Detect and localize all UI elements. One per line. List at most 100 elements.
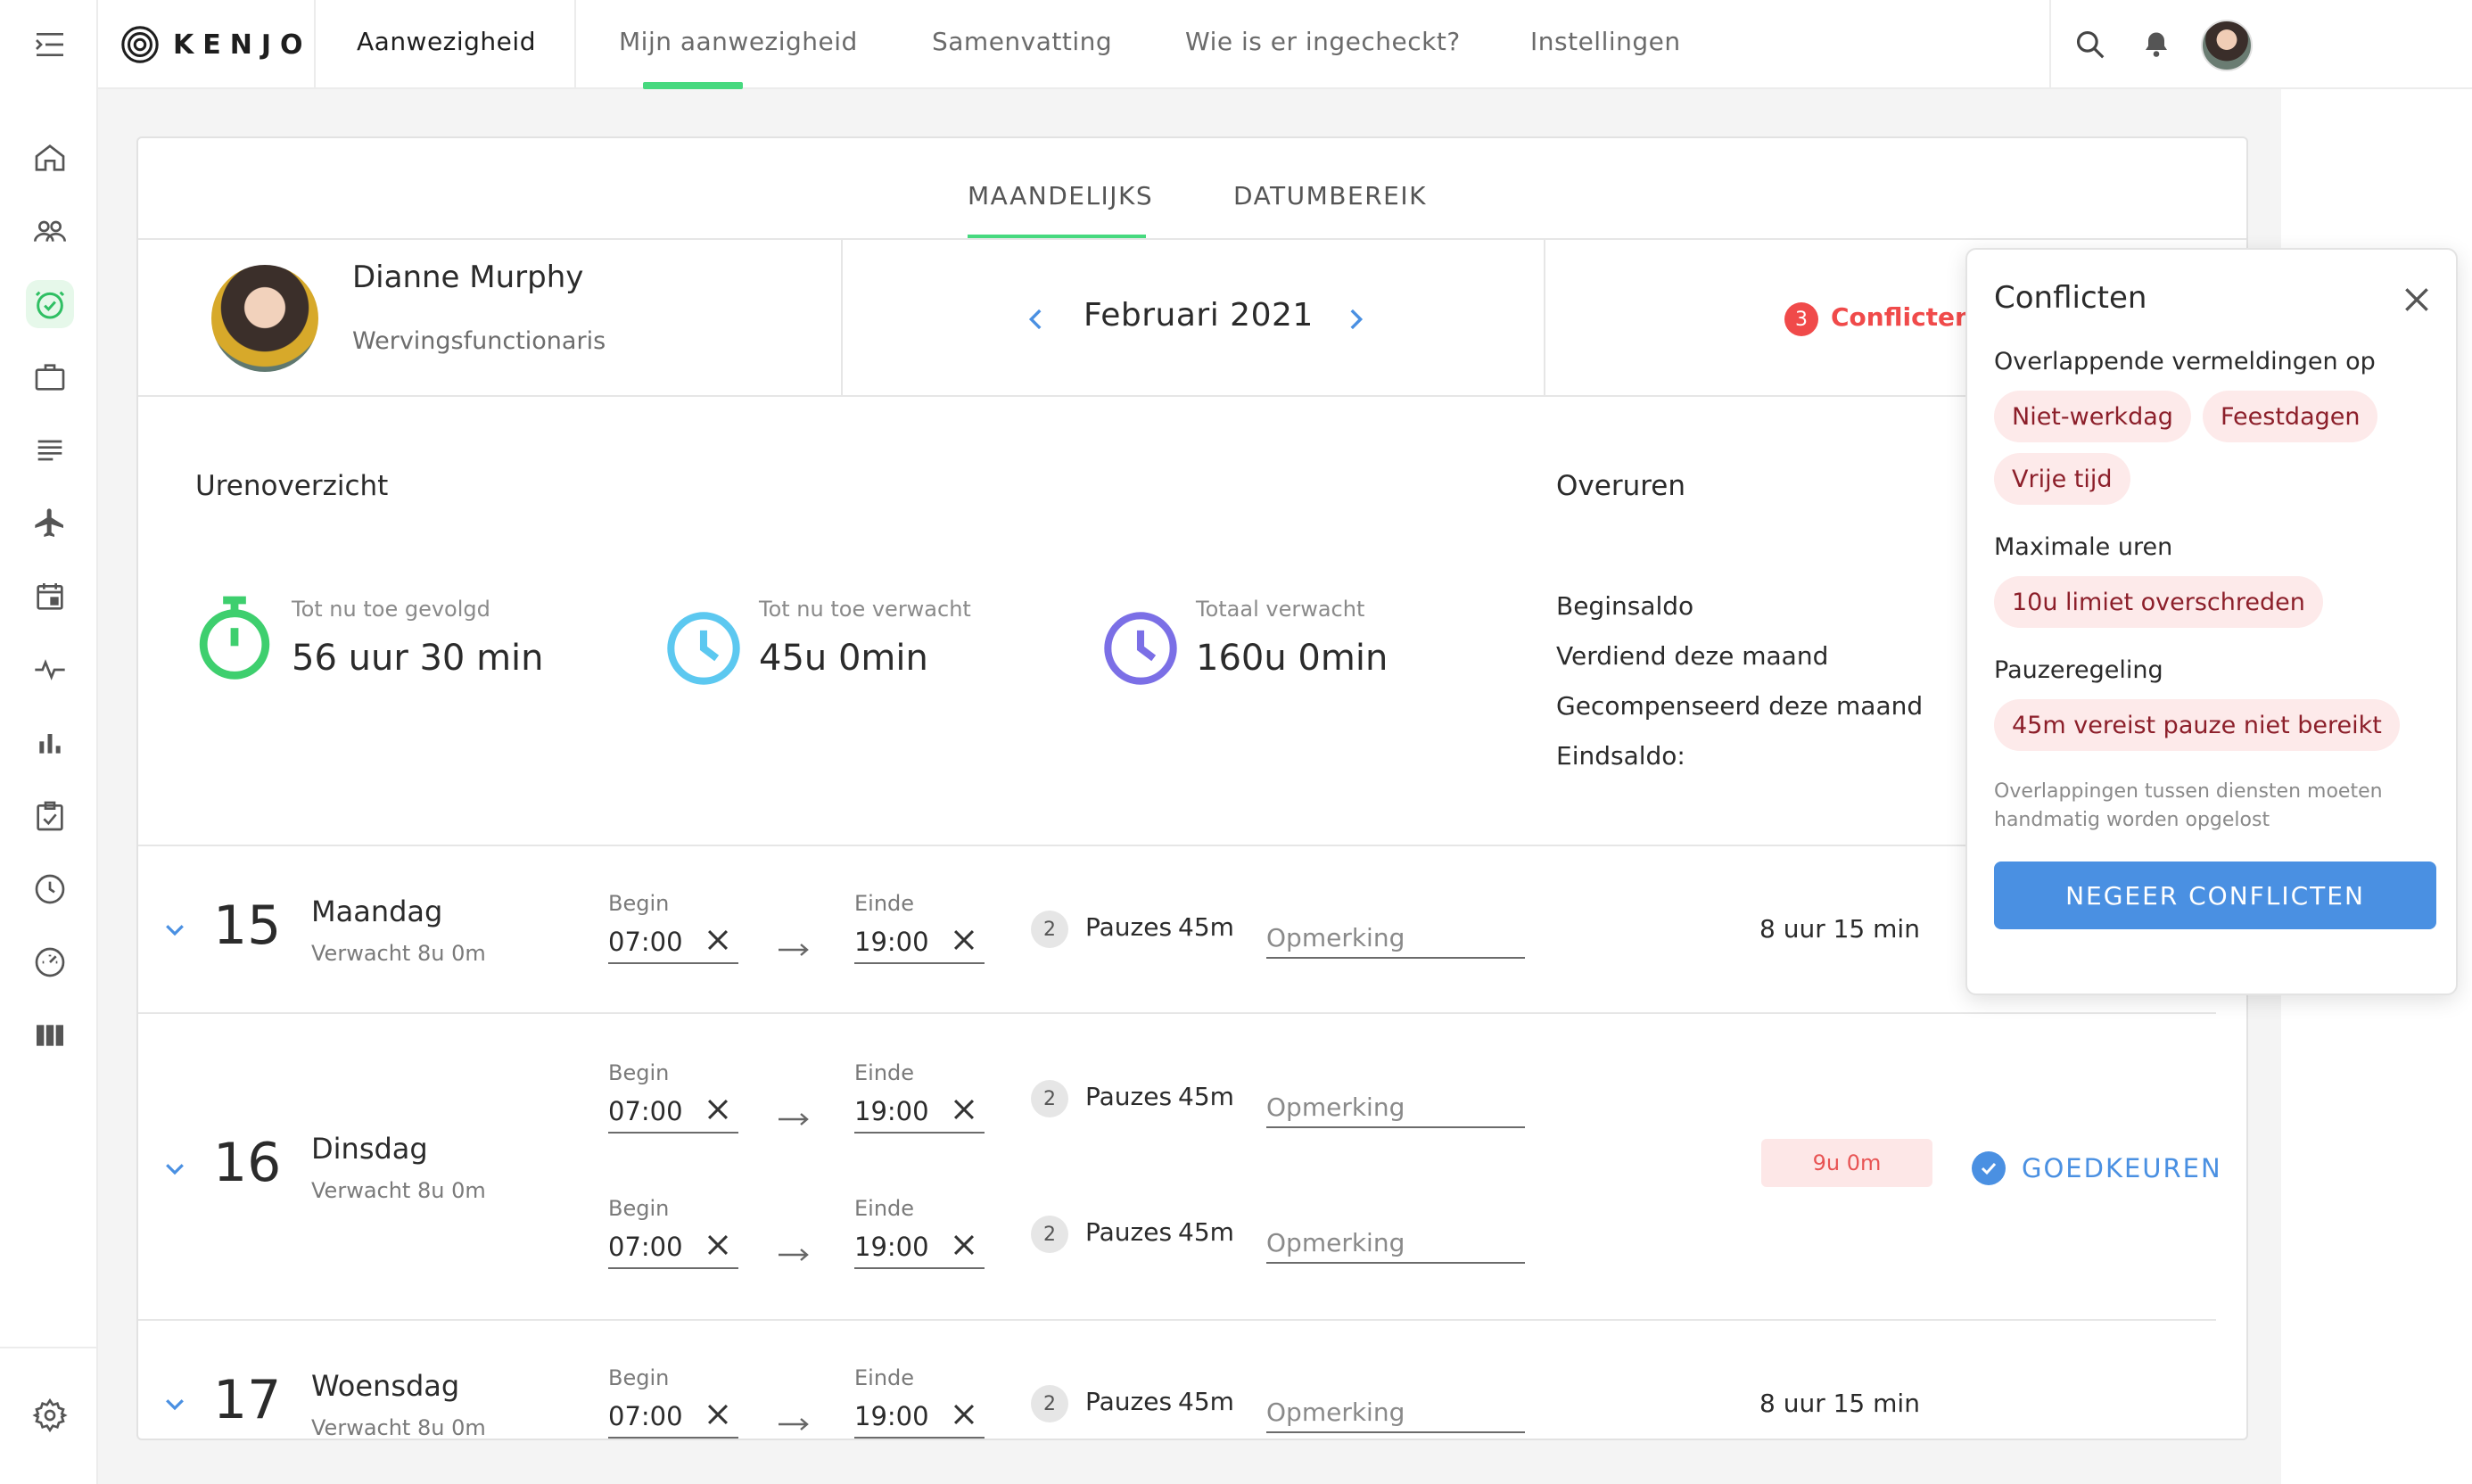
end-time-input[interactable]: 19:00 <box>854 1394 985 1439</box>
approve-label: GOEDKEUREN <box>2022 1153 2222 1183</box>
remark-input[interactable]: Opmerking <box>1266 1084 1525 1128</box>
pause-count[interactable]: 2 <box>1031 1216 1068 1253</box>
bar-chart-icon[interactable] <box>26 719 74 767</box>
end-time-value: 19:00 <box>854 927 929 957</box>
conflicts-popover: Conflicten Overlappende vermeldingen op … <box>1965 248 2458 995</box>
divider <box>138 1012 2216 1014</box>
end-time-value: 19:00 <box>854 1232 929 1262</box>
employee-name: Dianne Murphy <box>352 260 584 295</box>
begin-time-value: 07:00 <box>608 927 683 957</box>
tab-instellingen[interactable]: Instellingen <box>1530 27 1681 56</box>
clear-icon[interactable] <box>949 1094 979 1125</box>
pauses-time: 45m <box>1178 1217 1234 1247</box>
checklist-icon[interactable] <box>26 792 74 840</box>
briefcase-icon[interactable] <box>26 353 74 401</box>
overtime-item: Verdiend deze maand <box>1556 641 1829 671</box>
tab-datumbereik[interactable]: DATUMBEREIK <box>1233 181 1427 210</box>
chevron-down-icon[interactable] <box>161 916 188 943</box>
begin-time-input[interactable]: 07:00 <box>608 919 738 964</box>
divider <box>138 845 2246 846</box>
pauses-label[interactable]: Pauzes <box>1085 1217 1173 1247</box>
user-avatar[interactable] <box>2201 20 2253 71</box>
menu-toggle-icon[interactable] <box>32 27 68 62</box>
employee-role: Wervingsfunctionaris <box>352 327 606 355</box>
clear-icon[interactable] <box>703 1230 733 1260</box>
conflict-chip: Niet-werkdag <box>1994 391 2191 442</box>
search-icon[interactable] <box>2071 25 2110 64</box>
attendance-icon[interactable] <box>26 280 74 328</box>
clear-icon[interactable] <box>949 1230 979 1260</box>
kenjo-logo[interactable]: KENJO <box>119 23 312 66</box>
header-divider <box>314 0 316 89</box>
tab-maandelijks[interactable]: MAANDELIJKS <box>968 181 1154 210</box>
day-total: 8 uur 15 min <box>1759 914 1920 944</box>
end-time-value: 19:00 <box>854 1401 929 1431</box>
pauses-label[interactable]: Pauzes <box>1085 912 1173 942</box>
begin-time-input[interactable]: 07:00 <box>608 1224 738 1269</box>
pauses-label[interactable]: Pauzes <box>1085 1082 1173 1111</box>
tab-samenvatting[interactable]: Samenvatting <box>932 27 1113 56</box>
stat-label: Tot nu toe gevolgd <box>292 597 490 622</box>
sidebar <box>0 0 98 1484</box>
remark-input[interactable]: Opmerking <box>1266 914 1525 959</box>
arrow-right-icon <box>779 1418 809 1430</box>
pulse-icon[interactable] <box>26 646 74 694</box>
close-icon[interactable] <box>2399 282 2435 317</box>
conflict-group-heading: Overlappende vermeldingen op <box>1994 348 2376 375</box>
arrow-right-icon <box>779 1113 809 1125</box>
chevron-down-icon[interactable] <box>161 1155 188 1182</box>
plane-icon[interactable] <box>26 499 74 548</box>
bell-icon[interactable] <box>2137 25 2176 64</box>
chevron-right-icon[interactable] <box>1340 304 1371 334</box>
document-icon[interactable] <box>26 426 74 474</box>
clear-icon[interactable] <box>949 1399 979 1430</box>
clock-icon <box>1104 612 1177 685</box>
end-time-input[interactable]: 19:00 <box>854 1224 985 1269</box>
begin-time-input[interactable]: 07:00 <box>608 1089 738 1134</box>
tab-wie-is-er-ingecheckt[interactable]: Wie is er ingecheckt? <box>1185 27 1461 56</box>
stat-value: 160u 0min <box>1196 638 1388 679</box>
clear-icon[interactable] <box>703 1399 733 1430</box>
conflict-count-badge[interactable]: 3 <box>1784 302 1818 336</box>
conflicts-link[interactable]: Conflicten <box>1831 302 1973 332</box>
calendar-icon[interactable] <box>26 573 74 621</box>
conflict-chip: 45m vereist pauze niet bereikt <box>1994 699 2400 751</box>
pause-count[interactable]: 2 <box>1031 1385 1068 1422</box>
end-label: Einde <box>854 1196 915 1221</box>
home-icon[interactable] <box>26 134 74 182</box>
columns-icon[interactable] <box>26 1011 74 1059</box>
begin-label: Begin <box>608 1365 670 1390</box>
remark-input[interactable]: Opmerking <box>1266 1389 1525 1433</box>
stat-value: 56 uur 30 min <box>292 638 544 679</box>
chevron-down-icon[interactable] <box>161 1390 188 1417</box>
day-expected: Verwacht 8u 0m <box>311 1415 486 1440</box>
pauses-time: 45m <box>1178 1082 1234 1111</box>
pause-count[interactable]: 2 <box>1031 1080 1068 1117</box>
settings-icon[interactable] <box>26 1391 74 1439</box>
day-name: Maandag <box>311 895 443 928</box>
chevron-left-icon[interactable] <box>1021 304 1051 334</box>
clear-icon[interactable] <box>949 925 979 955</box>
gauge-icon[interactable] <box>26 938 74 986</box>
module-title[interactable]: Aanwezigheid <box>357 27 536 56</box>
remark-input[interactable]: Opmerking <box>1266 1219 1525 1264</box>
people-icon[interactable] <box>26 207 74 255</box>
end-time-input[interactable]: 19:00 <box>854 919 985 964</box>
overtime-item: Eindsaldo: <box>1556 741 1685 771</box>
tab-mijn-aanwezigheid[interactable]: Mijn aanwezigheid <box>619 27 858 56</box>
end-label: Einde <box>854 1365 915 1390</box>
end-time-input[interactable]: 19:00 <box>854 1089 985 1134</box>
clear-icon[interactable] <box>703 1094 733 1125</box>
day-number: 15 <box>213 895 282 957</box>
arrow-right-icon <box>779 1249 809 1261</box>
pauses-label[interactable]: Pauzes <box>1085 1387 1173 1416</box>
divider <box>841 238 843 395</box>
popover-title: Conflicten <box>1994 280 2147 316</box>
ignore-conflicts-button[interactable]: NEGEER CONFLICTEN <box>1994 862 2436 929</box>
begin-time-input[interactable]: 07:00 <box>608 1394 738 1439</box>
clear-icon[interactable] <box>703 925 733 955</box>
approve-button[interactable]: GOEDKEUREN <box>1972 1151 2222 1185</box>
pause-count[interactable]: 2 <box>1031 911 1068 948</box>
begin-time-value: 07:00 <box>608 1232 683 1262</box>
clock-icon[interactable] <box>26 865 74 913</box>
